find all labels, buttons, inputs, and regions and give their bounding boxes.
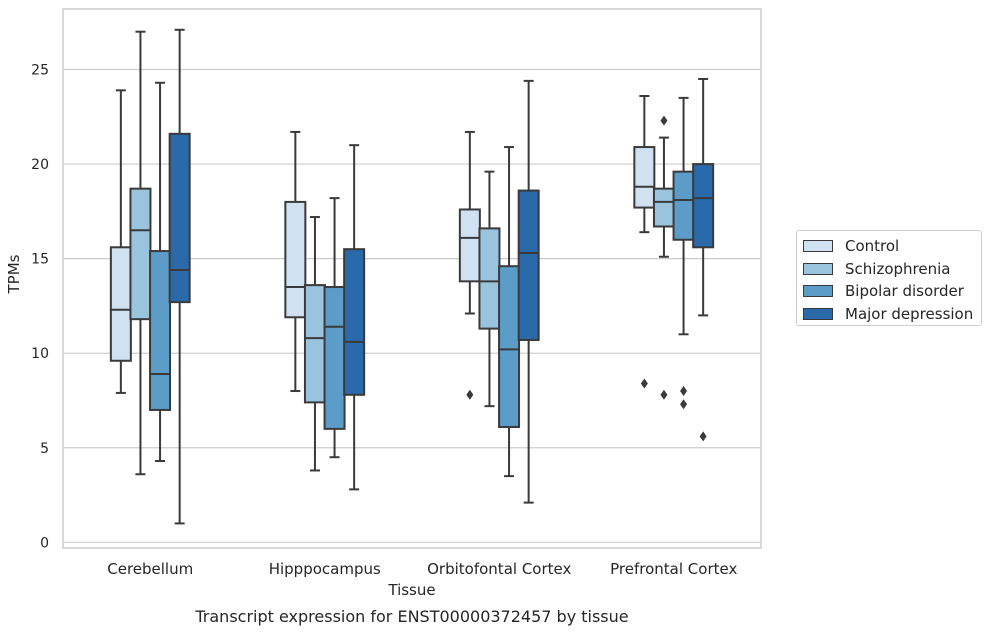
y-tick-label: 20 xyxy=(31,157,49,173)
box-3-0 xyxy=(168,28,191,525)
box-body xyxy=(633,146,656,209)
legend-item-bipolar-disorder: Bipolar disorder xyxy=(803,280,981,303)
x-tick-label: Cerebellum xyxy=(107,560,193,578)
outlier-point xyxy=(680,399,688,410)
x-tick-label: Prefrontal Cortex xyxy=(610,560,737,578)
legend-item-control: Control xyxy=(803,235,981,258)
x-tick-label: Orbitofontal Cortex xyxy=(427,560,571,578)
box-0-3 xyxy=(633,94,656,389)
y-tick-label: 0 xyxy=(40,535,49,551)
box-0-1 xyxy=(284,130,307,393)
legend-item-major-depression: Major depression xyxy=(803,303,981,326)
outlier-point xyxy=(640,378,648,389)
outlier-point xyxy=(660,115,668,126)
box-0-2 xyxy=(458,130,481,400)
box-body xyxy=(323,286,346,430)
box-body xyxy=(129,187,152,321)
box-2-2 xyxy=(498,146,521,478)
box-1-0 xyxy=(129,30,152,476)
legend-swatch-major-depression xyxy=(803,307,833,320)
legend-swatch-schizophrenia xyxy=(803,262,833,275)
box-body xyxy=(652,187,675,228)
outlier-point xyxy=(660,389,668,400)
legend-label-bipolar-disorder: Bipolar disorder xyxy=(845,282,964,301)
y-tick-label: 5 xyxy=(40,441,49,457)
box-body xyxy=(498,265,521,428)
box-body xyxy=(149,250,172,411)
y-axis: 0 5 10 15 20 25 xyxy=(31,63,49,552)
box-body xyxy=(109,246,132,362)
legend-label-control: Control xyxy=(845,237,900,256)
legend: Control Schizophrenia Bipolar disorder M… xyxy=(796,230,982,326)
box-body xyxy=(168,132,191,304)
box-body xyxy=(517,189,540,341)
box-body xyxy=(692,163,715,249)
chart-title: Transcript expression for ENST0000037245… xyxy=(194,607,628,626)
y-tick-label: 10 xyxy=(31,346,49,362)
y-tick-label: 25 xyxy=(31,63,49,79)
x-axis: Cerebellum Hipppocampus Orbitofontal Corte… xyxy=(107,560,737,578)
box-body xyxy=(478,227,501,330)
box-1-3 xyxy=(652,115,675,400)
legend-item-schizophrenia: Schizophrenia xyxy=(803,258,981,281)
legend-label-major-depression: Major depression xyxy=(845,304,974,323)
y-axis-label: TPMs xyxy=(5,254,23,294)
box-body xyxy=(343,248,366,396)
box-body xyxy=(284,200,307,319)
box-2-0 xyxy=(149,81,172,463)
box-3-2 xyxy=(517,79,540,504)
box-body xyxy=(672,170,695,241)
y-tick-label: 15 xyxy=(31,252,49,268)
outlier-point xyxy=(699,431,707,442)
outlier-point xyxy=(680,386,688,397)
plot-area-frame xyxy=(62,8,762,549)
legend-swatch-control xyxy=(803,240,833,253)
box-1-1 xyxy=(303,216,326,472)
box-2-3 xyxy=(672,96,695,410)
box-body xyxy=(303,284,326,404)
x-axis-label: Tissue xyxy=(387,581,435,599)
outlier-point xyxy=(466,389,474,400)
box-1-2 xyxy=(478,170,501,408)
box-3-1 xyxy=(343,144,366,491)
x-tick-label: Hipppocampus xyxy=(269,560,381,578)
legend-swatch-bipolar-disorder xyxy=(803,285,833,298)
box-0-0 xyxy=(109,89,132,394)
box-body xyxy=(458,208,481,283)
box-2-1 xyxy=(323,197,346,459)
box-3-3 xyxy=(692,77,715,442)
box-series xyxy=(109,28,715,525)
legend-label-schizophrenia: Schizophrenia xyxy=(845,259,951,278)
